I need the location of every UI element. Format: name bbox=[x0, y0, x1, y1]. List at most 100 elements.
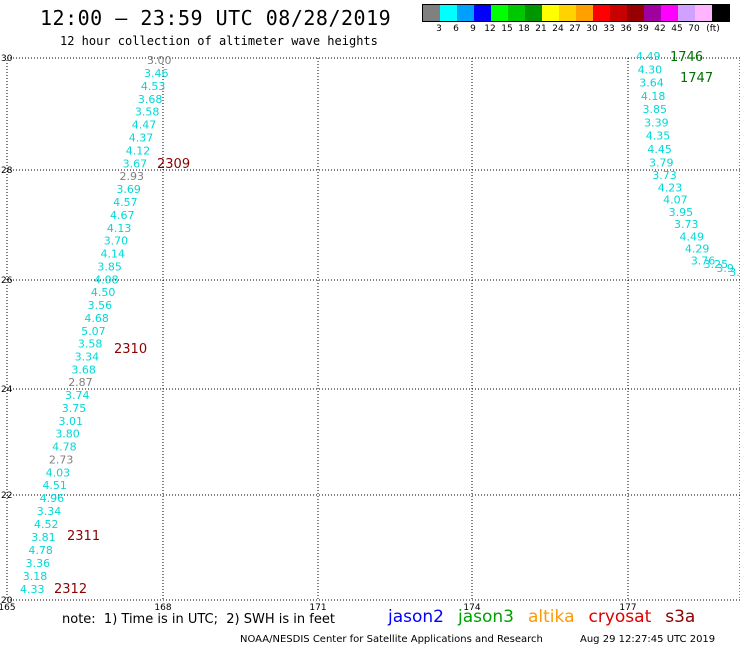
timestamp-text: Aug 29 12:27:45 UTC 2019 bbox=[580, 634, 716, 645]
wave-height-label: 4.35 bbox=[646, 130, 671, 143]
wave-height-label: 4.12 bbox=[126, 144, 151, 157]
wave-height-label: 3.58 bbox=[135, 106, 160, 119]
wave-height-label: 4.23 bbox=[658, 181, 683, 194]
x-tick-label: 177 bbox=[619, 603, 636, 613]
wave-height-label: 4.03 bbox=[46, 466, 70, 479]
y-tick-label: 26 bbox=[1, 276, 13, 286]
pass-time-label: 2309 bbox=[157, 157, 190, 172]
legend-label: 6 bbox=[453, 24, 459, 34]
wave-height-label: 4.47 bbox=[132, 119, 157, 132]
wave-height-label: 3.01 bbox=[59, 415, 83, 428]
y-tick-label: 30 bbox=[1, 54, 13, 64]
wave-height-label: 4.33 bbox=[20, 583, 45, 596]
wave-height-label: 4.45 bbox=[647, 143, 672, 156]
wave-height-label: 3.73 bbox=[652, 169, 677, 182]
legend-swatch bbox=[457, 5, 474, 21]
wave-height-label: 3.69 bbox=[116, 183, 141, 196]
satellite-name: altika bbox=[528, 607, 575, 627]
wave-height-label: 3. bbox=[729, 266, 740, 279]
wave-height-label: 3.46 bbox=[144, 67, 169, 80]
wave-height-label: 4.78 bbox=[52, 441, 77, 454]
legend-labels: 3 6 9 12 15 18 21 24 27 30 33 36 39 42 45 70 (ft) bbox=[422, 22, 730, 34]
wave-height-label: 2.93 bbox=[120, 170, 145, 183]
legend-swatches bbox=[422, 4, 730, 22]
legend-label: 12 bbox=[484, 24, 496, 34]
wave-height-label: 4.29 bbox=[685, 243, 710, 256]
legend-swatch bbox=[474, 5, 491, 21]
wave-height-label: 4.07 bbox=[663, 194, 688, 207]
legend-label: 24 bbox=[552, 24, 564, 34]
legend-label: 33 bbox=[603, 24, 615, 34]
wave-height-label: 3.56 bbox=[88, 299, 113, 312]
legend-swatch bbox=[559, 5, 576, 21]
wave-height-label: 3.00 bbox=[147, 54, 172, 67]
legend-swatch bbox=[712, 5, 729, 21]
wave-height-label: 2.73 bbox=[49, 453, 74, 466]
x-tick-label: 165 bbox=[0, 603, 16, 613]
legend-label: 36 bbox=[620, 24, 632, 34]
wave-height-label: 3.58 bbox=[78, 338, 103, 351]
wave-height-label: 4.49 bbox=[679, 230, 704, 243]
legend-swatch bbox=[627, 5, 644, 21]
footer-note: note: 1) Time is in UTC; 2) SWH is in fe… bbox=[62, 612, 335, 627]
wave-height-label: 3.76 bbox=[691, 254, 716, 267]
wave-height-label: 3.18 bbox=[23, 570, 48, 583]
wave-height-label: 3.36 bbox=[26, 557, 51, 570]
legend-label: 27 bbox=[569, 24, 581, 34]
page-title: 12:00 – 23:59 UTC 08/28/2019 bbox=[40, 6, 392, 30]
pass-time-label: 2312 bbox=[54, 582, 87, 597]
legend-swatch bbox=[593, 5, 610, 21]
wave-height-label: 3.85 bbox=[643, 103, 668, 116]
legend-swatch bbox=[491, 5, 508, 21]
x-tick-label: 168 bbox=[154, 603, 171, 613]
credit-text: NOAA/NESDIS Center for Satellite Applica… bbox=[240, 634, 543, 645]
pass-time-label: 1747 bbox=[680, 71, 713, 86]
wave-height-label: 3.80 bbox=[55, 428, 80, 441]
wave-height-label: 3.67 bbox=[123, 157, 147, 170]
legend-label: 42 bbox=[654, 24, 666, 34]
wave-height-label: 4.37 bbox=[129, 132, 154, 145]
legend-swatch bbox=[644, 5, 661, 21]
wave-height-label: 3.9 bbox=[716, 262, 734, 275]
legend-label: 15 bbox=[501, 24, 513, 34]
y-tick-label: 28 bbox=[1, 166, 13, 176]
wave-height-label: 4.18 bbox=[641, 90, 666, 103]
legend-swatch bbox=[695, 5, 712, 21]
wave-height-label: 4.14 bbox=[101, 248, 126, 261]
wave-height-label: 3.64 bbox=[639, 77, 664, 90]
legend-swatch bbox=[423, 5, 440, 21]
legend-swatch bbox=[440, 5, 457, 21]
wave-height-label: 3.75 bbox=[62, 402, 87, 415]
wave-height-label: 4.53 bbox=[141, 80, 166, 93]
legend-unit: (ft) bbox=[706, 24, 720, 34]
wave-height-label: 4.08 bbox=[94, 273, 119, 286]
wave-height-label: 3.34 bbox=[37, 505, 62, 518]
map-frame bbox=[6, 57, 740, 601]
wave-height-label: 4.78 bbox=[28, 544, 52, 557]
legend-swatch bbox=[508, 5, 525, 21]
legend-swatch bbox=[661, 5, 678, 21]
legend-label: 70 bbox=[688, 24, 700, 34]
satellite-name: jason3 bbox=[458, 607, 514, 627]
x-tick-label: 174 bbox=[463, 603, 480, 613]
x-tick-label: 171 bbox=[309, 603, 326, 613]
wave-height-label: 4.51 bbox=[42, 479, 67, 492]
wave-height-label: 4.50 bbox=[91, 286, 116, 299]
wave-height-label: 3.68 bbox=[138, 93, 163, 106]
legend-swatch bbox=[525, 5, 542, 21]
wave-height-label: 3.70 bbox=[104, 235, 129, 248]
wave-height-label: 4.49 bbox=[636, 50, 661, 63]
wave-height-label: 3.34 bbox=[75, 351, 100, 364]
legend-swatch bbox=[678, 5, 695, 21]
wave-height-label: 3.39 bbox=[644, 116, 669, 129]
wave-height-label: 4.67 bbox=[110, 209, 135, 222]
legend-label: 39 bbox=[637, 24, 649, 34]
satellite-name: cryosat bbox=[588, 607, 652, 627]
pass-time-label: 1746 bbox=[670, 50, 703, 65]
legend-swatch bbox=[542, 5, 559, 21]
legend-label: 9 bbox=[470, 24, 476, 34]
wave-height-label: 3.79 bbox=[649, 156, 674, 169]
legend-label: 30 bbox=[586, 24, 598, 34]
legend-label: 18 bbox=[518, 24, 530, 34]
